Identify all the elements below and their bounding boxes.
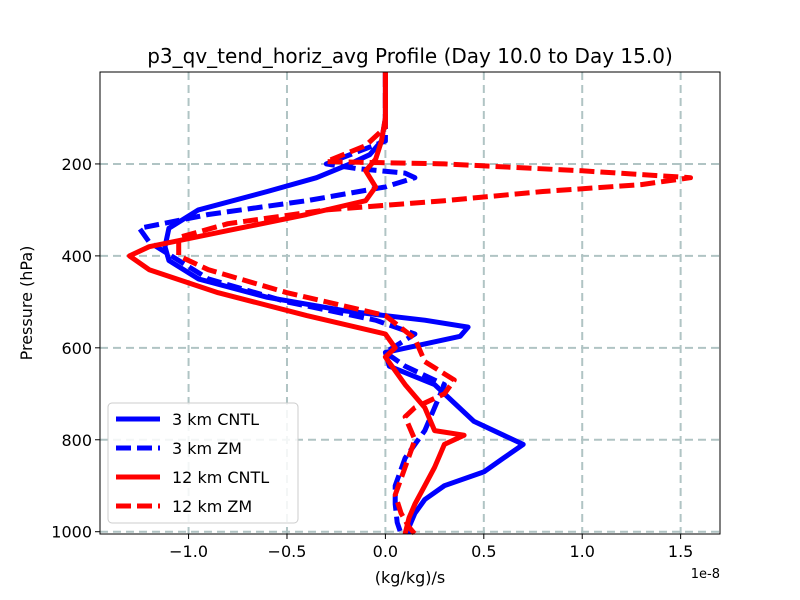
- y-tick-label: 1000: [51, 523, 92, 542]
- x-tick-label: 1.0: [569, 542, 594, 561]
- x-tick-label: 0.0: [373, 542, 398, 561]
- x-tick-label: 0.5: [471, 542, 496, 561]
- x-tick-label: 1.5: [668, 542, 693, 561]
- legend: 3 km CNTL 3 km ZM 12 km CNTL 12 km ZM: [107, 402, 299, 524]
- y-tick-label: 400: [61, 247, 92, 266]
- chart-title: p3_qv_tend_horiz_avg Profile (Day 10.0 t…: [147, 44, 673, 68]
- series-line-12-km-cntl: [127, 72, 467, 535]
- y-tick-label: 200: [61, 155, 92, 174]
- y-tick-label: 800: [61, 431, 92, 450]
- series-line-12-km-zm: [176, 72, 693, 536]
- y-tick-label: 600: [61, 339, 92, 358]
- legend-box: [107, 402, 299, 524]
- x-tick-label: −0.5: [268, 542, 307, 561]
- x-axis-offset-label: 1e-8: [691, 567, 720, 582]
- legend-label-12km-zm: 12 km ZM: [172, 497, 252, 516]
- x-axis-label: (kg/kg)/s: [375, 568, 445, 587]
- legend-label-12km-cntl: 12 km CNTL: [172, 468, 269, 487]
- legend-label-3km-cntl: 3 km CNTL: [172, 410, 259, 429]
- plot-frame: [99, 71, 721, 535]
- series-lines: [127, 72, 693, 536]
- series-line-3-km-cntl: [162, 72, 526, 534]
- series-line-3-km-zm: [136, 72, 447, 535]
- x-tick-label: −1.0: [169, 542, 208, 561]
- y-axis-label: Pressure (hPa): [17, 246, 36, 361]
- axis-ticks: −1.0 −0.5 0.0 0.5 1.0 1.5 200 400 600 800 1000: [51, 155, 693, 561]
- legend-label-3km-zm: 3 km ZM: [172, 439, 242, 458]
